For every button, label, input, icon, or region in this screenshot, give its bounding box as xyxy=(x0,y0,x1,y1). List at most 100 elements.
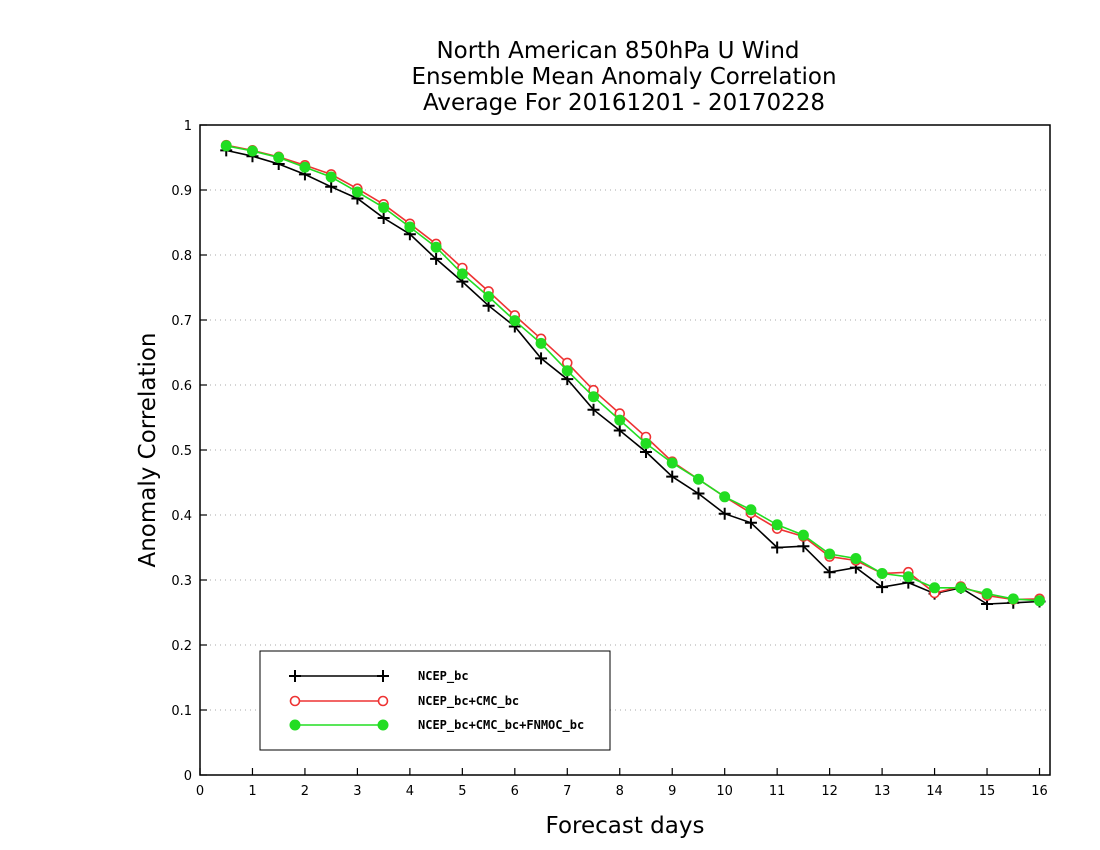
x-tick-label: 9 xyxy=(668,784,676,799)
x-tick-label: 0 xyxy=(196,784,204,799)
data-point xyxy=(377,719,389,731)
data-point xyxy=(1007,593,1019,605)
x-tick-label: 14 xyxy=(926,784,943,799)
legend-entry: NCEP_bc+CMC_bc xyxy=(289,694,519,709)
data-point xyxy=(561,365,573,377)
series-2 xyxy=(220,139,1045,605)
y-tick-label: 0.3 xyxy=(171,574,192,589)
x-axis-label: Forecast days xyxy=(546,813,705,839)
data-point xyxy=(587,403,600,416)
chart-title-line-2: Ensemble Mean Anomaly Correlation xyxy=(411,64,836,90)
data-point xyxy=(718,507,731,520)
data-point xyxy=(719,491,731,503)
data-point xyxy=(876,581,889,594)
x-tick-label: 4 xyxy=(406,784,414,799)
gridlines xyxy=(200,189,1050,711)
legend-label: NCEP_bc+CMC_bc xyxy=(418,694,519,709)
data-point xyxy=(289,670,301,682)
legend-entry: NCEP_bc+CMC_bc+FNMOC_bc xyxy=(289,718,584,733)
data-point xyxy=(220,140,232,152)
y-tick-label: 0.6 xyxy=(171,379,192,394)
data-point xyxy=(823,566,836,579)
data-point xyxy=(246,145,258,157)
y-tick-label: 0.2 xyxy=(171,639,192,654)
x-tick-label: 16 xyxy=(1031,784,1048,799)
x-tick-label: 1 xyxy=(248,784,256,799)
y-tick-label: 0.1 xyxy=(171,704,192,719)
data-point xyxy=(430,241,442,253)
data-point xyxy=(744,516,757,529)
data-point xyxy=(666,457,678,469)
data-point xyxy=(613,424,626,437)
data-point xyxy=(1034,595,1046,607)
data-point xyxy=(876,568,888,579)
data-point xyxy=(377,695,389,707)
data-point xyxy=(929,582,941,594)
chart-title-line-1: North American 850hPa U Wind xyxy=(436,38,799,64)
x-tick-label: 3 xyxy=(353,784,361,799)
series-3 xyxy=(220,140,1046,607)
data-point xyxy=(614,414,626,426)
data-point xyxy=(456,268,468,280)
data-point xyxy=(299,161,311,173)
series-1 xyxy=(220,144,1046,611)
legend-label: NCEP_bc+CMC_bc+FNMOC_bc xyxy=(418,718,584,733)
data-point xyxy=(955,582,967,594)
data-point xyxy=(377,211,390,224)
x-tick-label: 10 xyxy=(716,784,733,799)
x-tick-label: 15 xyxy=(979,784,996,799)
x-tick-label: 11 xyxy=(769,784,786,799)
data-point xyxy=(797,540,810,553)
legend-label: NCEP_bc xyxy=(418,669,469,684)
x-tick-label: 7 xyxy=(563,784,571,799)
data-point xyxy=(377,670,389,682)
data-point xyxy=(640,438,652,449)
series-line xyxy=(226,144,1040,601)
data-point xyxy=(771,519,783,531)
data-point xyxy=(351,186,363,198)
data-point xyxy=(981,588,993,600)
data-point xyxy=(902,571,914,583)
chart-title: North American 850hPa U Wind Ensemble Me… xyxy=(411,38,836,116)
x-axis-ticks: 0 1 2 3 4 5 6 7 8 9 10 11 12 13 14 15 16 xyxy=(196,768,1048,799)
data-point xyxy=(404,221,416,233)
data-point xyxy=(509,315,521,327)
y-tick-label: 1 xyxy=(184,119,192,134)
data-point xyxy=(289,695,301,707)
y-tick-label: 0.8 xyxy=(171,249,192,264)
data-point xyxy=(824,548,836,560)
data-point xyxy=(771,541,784,554)
data-point xyxy=(535,352,548,365)
y-axis-label: Anomaly Correlation xyxy=(135,332,161,567)
x-tick-label: 13 xyxy=(874,784,891,799)
data-point xyxy=(289,719,301,731)
series-line xyxy=(226,149,1040,605)
data-point xyxy=(745,504,757,516)
y-tick-label: 0.7 xyxy=(171,314,192,329)
data-point xyxy=(666,470,679,483)
x-tick-label: 6 xyxy=(511,784,519,799)
x-tick-label: 5 xyxy=(458,784,466,799)
data-point xyxy=(850,553,862,565)
data-point xyxy=(325,180,338,193)
legend-entry: NCEP_bc xyxy=(289,669,469,684)
y-tick-label: 0.5 xyxy=(171,444,192,459)
series-line xyxy=(226,145,1040,602)
x-tick-label: 8 xyxy=(616,784,624,799)
y-tick-label: 0.4 xyxy=(171,509,192,524)
x-tick-label: 12 xyxy=(821,784,838,799)
data-point xyxy=(535,337,547,349)
data-point xyxy=(430,252,443,265)
data-point xyxy=(692,473,704,485)
y-tick-label: 0 xyxy=(184,769,192,784)
data-point xyxy=(797,529,809,541)
data-point xyxy=(325,171,337,183)
legend: NCEP_bc NCEP_bc+CMC_bc NCEP_bc+CMC_bc+FNMO… xyxy=(259,650,611,751)
x-tick-label: 2 xyxy=(301,784,309,799)
y-tick-label: 0.9 xyxy=(171,184,192,199)
series-lines xyxy=(220,139,1046,611)
chart-title-line-3: Average For 20161201 - 20170228 xyxy=(423,90,825,116)
data-point xyxy=(273,152,285,163)
y-axis-ticks: 0 0.1 0.2 0.3 0.4 0.5 0.6 0.7 0.8 0.9 1 xyxy=(171,119,207,784)
